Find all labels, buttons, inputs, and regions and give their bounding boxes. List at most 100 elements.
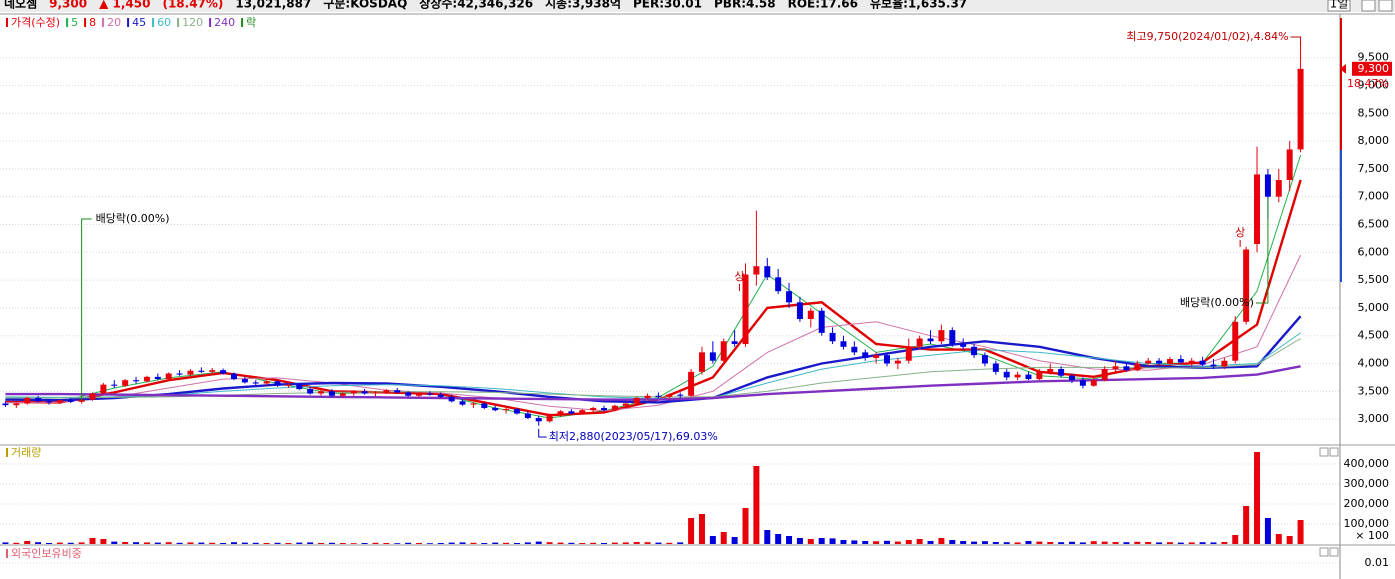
candle-body (916, 338, 923, 347)
header-bar (0, 0, 1395, 12)
y-tick-label: 6,500 (1358, 217, 1390, 230)
candle-body (35, 397, 42, 402)
candle-body (263, 381, 270, 384)
candle-body (579, 410, 586, 414)
candle-body (1188, 360, 1195, 363)
volume-bar (546, 542, 553, 544)
low-arrow (538, 428, 547, 438)
candle-body (426, 393, 433, 395)
header-name: 네오셈 (4, 0, 37, 11)
volume-bar (1221, 542, 1228, 544)
candle-body (1069, 375, 1076, 381)
volume-bar (927, 541, 934, 544)
volume-bar (753, 466, 760, 544)
volume-bar (481, 543, 488, 544)
candle-body (230, 373, 237, 380)
header-change_pct: (18.47%) (162, 0, 223, 11)
candle-body (67, 400, 74, 402)
panel-button[interactable] (1329, 547, 1339, 557)
panel-button[interactable] (1329, 447, 1339, 457)
candle-body (731, 341, 738, 345)
volume-bar (764, 530, 771, 544)
period[interactable]: 1일 (1330, 0, 1349, 11)
volume-bar (13, 542, 20, 544)
legend-label: 120 (182, 16, 203, 29)
volume-bar (1177, 542, 1184, 544)
candle-body (949, 330, 956, 345)
candle-body (1275, 180, 1282, 197)
y-tick-label: 400,000 (1344, 457, 1390, 470)
volume-bar (1145, 542, 1152, 544)
y-tick-label: 9,500 (1358, 51, 1390, 64)
volume-bar (894, 541, 901, 544)
volume-bar (513, 543, 520, 544)
volume-bar (1210, 542, 1217, 544)
y-tick-label: 200,000 (1344, 497, 1390, 510)
legend-swatch (241, 18, 244, 27)
candle-body (100, 384, 107, 394)
candle-body (1003, 371, 1010, 378)
volume-bar (981, 541, 988, 544)
candle-body (807, 310, 814, 320)
candle-body (122, 380, 129, 386)
candle-body (89, 393, 96, 400)
ma-line (5, 338, 1301, 399)
y-tick-label: 5,500 (1358, 273, 1390, 286)
panel-button[interactable] (1319, 447, 1329, 457)
candle-body (524, 413, 531, 418)
volume-bar (143, 542, 150, 544)
volume-bar (840, 540, 847, 544)
dividend-line (1255, 198, 1269, 304)
y-tick-label: 8,000 (1358, 134, 1390, 147)
volume-bar (1058, 542, 1065, 544)
candle-body (459, 401, 466, 405)
candle-body (786, 291, 793, 303)
volume-bar (851, 540, 858, 544)
volume-bar (176, 542, 183, 544)
volume-bar (165, 542, 172, 544)
volume-bar (252, 542, 259, 544)
volume-bar (1264, 518, 1271, 544)
volume-bar (45, 543, 52, 544)
legend-swatch (127, 18, 130, 27)
volume-bar (307, 542, 314, 544)
panel-button[interactable] (1319, 547, 1329, 557)
volume-bar (535, 541, 542, 544)
legend-label: 5 (71, 16, 78, 29)
candle-body (1014, 374, 1021, 378)
volume-bar (568, 542, 575, 544)
period-button[interactable] (1327, 0, 1351, 12)
legend-swatch (84, 18, 87, 27)
volume-bar (1003, 542, 1010, 544)
candle-body (829, 332, 836, 342)
volume-bar (1297, 520, 1304, 544)
volume-bar (829, 538, 836, 544)
volume-bar (818, 538, 825, 544)
volume-bar (960, 541, 967, 544)
candle-body (894, 360, 901, 364)
volume-bar (524, 542, 531, 544)
candle-body (568, 411, 575, 414)
volume-bar (666, 542, 673, 544)
candle-body (1047, 369, 1054, 372)
volume-bar (698, 514, 705, 544)
minimize-button[interactable] (1361, 0, 1376, 12)
candle-body (818, 310, 825, 333)
volume-bar (1166, 542, 1173, 544)
candle-body (1177, 359, 1184, 363)
volume-bar (862, 541, 869, 544)
volume-bar (557, 542, 564, 544)
volume-bar (372, 542, 379, 544)
candle-body (503, 409, 510, 411)
candle-body (1112, 366, 1119, 370)
volume-bar (644, 542, 651, 544)
candle-body (1286, 149, 1293, 181)
candle-body (1297, 68, 1304, 150)
volume-bar (633, 542, 640, 544)
volume-bar (503, 542, 510, 544)
maximize-button[interactable] (1378, 0, 1393, 12)
volume-bar (220, 543, 227, 544)
header-roe: ROE:17.66 (788, 0, 858, 11)
volume-bar (328, 542, 335, 544)
volume-bar (1025, 541, 1032, 544)
